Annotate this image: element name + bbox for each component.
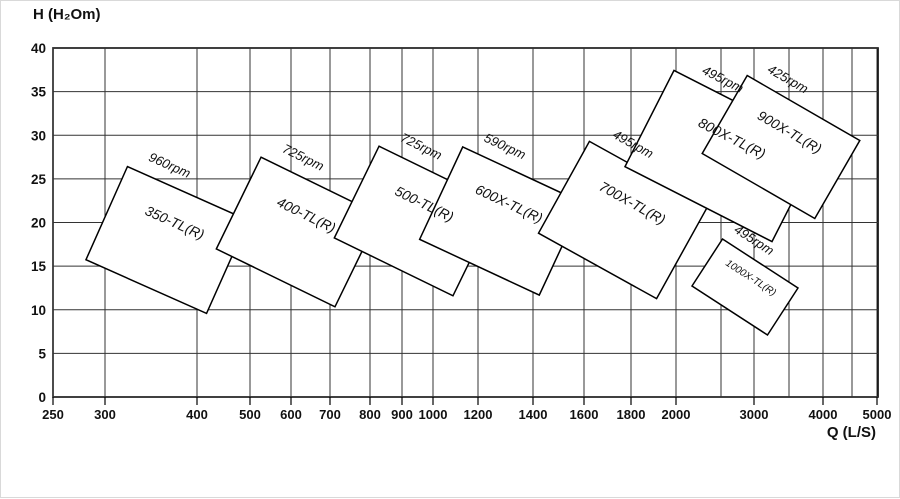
svg-text:1400: 1400 <box>519 407 548 422</box>
svg-text:5: 5 <box>38 346 46 361</box>
svg-text:2000: 2000 <box>662 407 691 422</box>
svg-text:1200: 1200 <box>464 407 493 422</box>
svg-text:600: 600 <box>280 407 302 422</box>
svg-text:15: 15 <box>31 259 47 274</box>
svg-text:250: 250 <box>42 407 64 422</box>
svg-text:900: 900 <box>391 407 413 422</box>
svg-text:500: 500 <box>239 407 261 422</box>
svg-text:4000: 4000 <box>809 407 838 422</box>
svg-text:960rpm: 960rpm <box>147 149 194 181</box>
svg-text:5000: 5000 <box>863 407 892 422</box>
svg-text:800: 800 <box>359 407 381 422</box>
svg-text:1600: 1600 <box>570 407 599 422</box>
svg-text:1000: 1000 <box>419 407 448 422</box>
svg-text:400: 400 <box>186 407 208 422</box>
svg-text:20: 20 <box>31 216 46 231</box>
svg-text:40: 40 <box>31 41 46 56</box>
svg-text:H (H₂Om): H (H₂Om) <box>33 6 101 23</box>
svg-text:25: 25 <box>31 172 47 187</box>
svg-text:30: 30 <box>31 128 46 143</box>
svg-text:10: 10 <box>31 303 46 318</box>
svg-text:0: 0 <box>38 390 46 405</box>
svg-text:Q (L/S): Q (L/S) <box>827 424 876 441</box>
svg-text:300: 300 <box>94 407 116 422</box>
svg-text:1800: 1800 <box>617 407 646 422</box>
svg-text:725rpm: 725rpm <box>280 141 326 174</box>
svg-text:35: 35 <box>31 85 47 100</box>
svg-text:700: 700 <box>319 407 341 422</box>
svg-text:3000: 3000 <box>740 407 769 422</box>
